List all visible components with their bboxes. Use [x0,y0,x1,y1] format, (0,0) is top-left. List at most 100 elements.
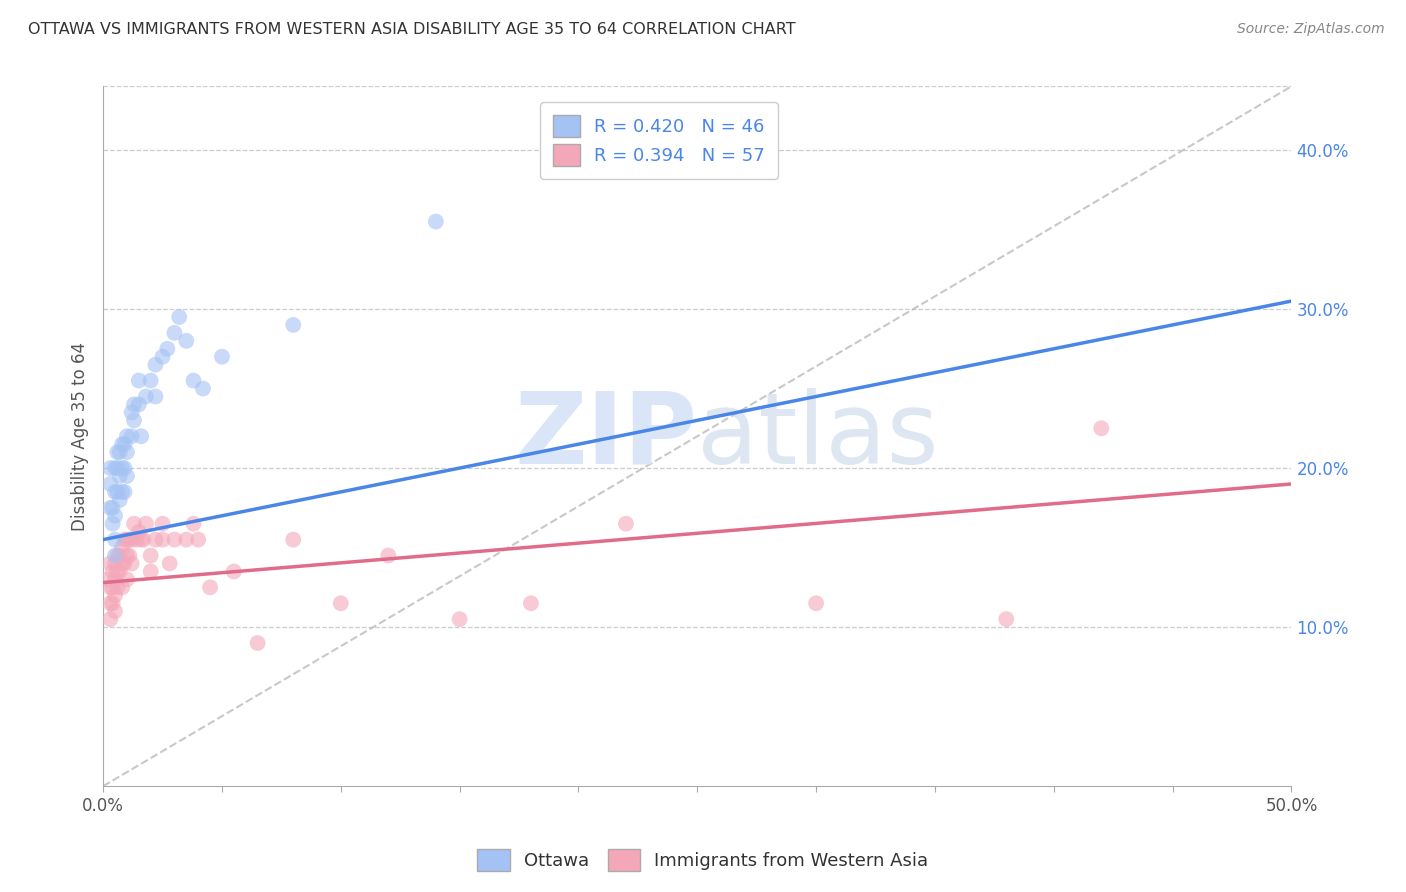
Text: OTTAWA VS IMMIGRANTS FROM WESTERN ASIA DISABILITY AGE 35 TO 64 CORRELATION CHART: OTTAWA VS IMMIGRANTS FROM WESTERN ASIA D… [28,22,796,37]
Point [995,612,1018,626]
Point [115,549,138,563]
Point [377,549,399,563]
Point [425,214,447,228]
Legend: R = 0.420   N = 46, R = 0.394   N = 57: R = 0.420 N = 46, R = 0.394 N = 57 [540,103,778,179]
Point [145,389,167,403]
Point [198,580,221,594]
Point [329,596,352,610]
Point [176,533,198,547]
Point [115,573,138,587]
Point [105,580,128,594]
Point [108,549,131,563]
Point [121,533,143,547]
Point [139,565,162,579]
Point [104,508,127,523]
Text: Source: ZipAtlas.com: Source: ZipAtlas.com [1237,22,1385,37]
Point [121,405,143,419]
Point [98,580,121,594]
Point [111,557,134,571]
Point [804,596,827,610]
Point [121,429,143,443]
Point [101,580,124,594]
Point [105,484,128,499]
Point [115,445,138,459]
Point [105,445,128,459]
Point [129,533,152,547]
Point [114,557,136,571]
Point [211,350,233,364]
Point [132,533,155,547]
Point [104,484,127,499]
Point [111,484,134,499]
Point [145,358,167,372]
Point [145,533,167,547]
Point [108,492,131,507]
Point [1090,421,1112,435]
Point [129,429,152,443]
Point [159,557,181,571]
Point [98,461,121,475]
Point [156,342,179,356]
Text: ZIP: ZIP [515,388,697,484]
Point [111,541,134,555]
Point [104,533,127,547]
Point [115,429,138,443]
Point [614,516,637,531]
Point [139,549,162,563]
Point [152,533,174,547]
Point [104,588,127,602]
Point [246,636,269,650]
Point [111,580,134,594]
Point [98,557,121,571]
Point [118,549,141,563]
Point [191,382,214,396]
Point [167,310,190,324]
Point [104,549,127,563]
Point [187,533,209,547]
Point [283,533,305,547]
Point [101,565,124,579]
Point [128,397,150,411]
Point [128,374,150,388]
Point [108,445,131,459]
Point [105,549,128,563]
Point [122,413,145,427]
Point [98,596,121,610]
Point [183,374,205,388]
Point [121,557,143,571]
Point [183,516,205,531]
Point [104,557,127,571]
Point [101,516,124,531]
Point [114,484,136,499]
Point [122,516,145,531]
Point [520,596,543,610]
Point [104,461,127,475]
Point [449,612,471,626]
Point [111,437,134,451]
Point [163,533,186,547]
Point [104,604,127,618]
Point [152,350,174,364]
Point [163,326,186,340]
Point [114,533,136,547]
Point [114,461,136,475]
Y-axis label: Disability Age 35 to 64: Disability Age 35 to 64 [72,342,89,531]
Point [176,334,198,348]
Point [108,565,131,579]
Point [122,397,145,411]
Point [125,533,148,547]
Point [104,573,127,587]
Point [108,469,131,483]
Point [105,565,128,579]
Point [98,500,121,515]
Point [135,516,157,531]
Point [114,437,136,451]
Point [111,461,134,475]
Point [105,461,128,475]
Text: atlas: atlas [697,388,939,484]
Point [135,389,157,403]
Point [118,533,141,547]
Point [97,573,120,587]
Point [98,612,121,626]
Point [139,374,162,388]
